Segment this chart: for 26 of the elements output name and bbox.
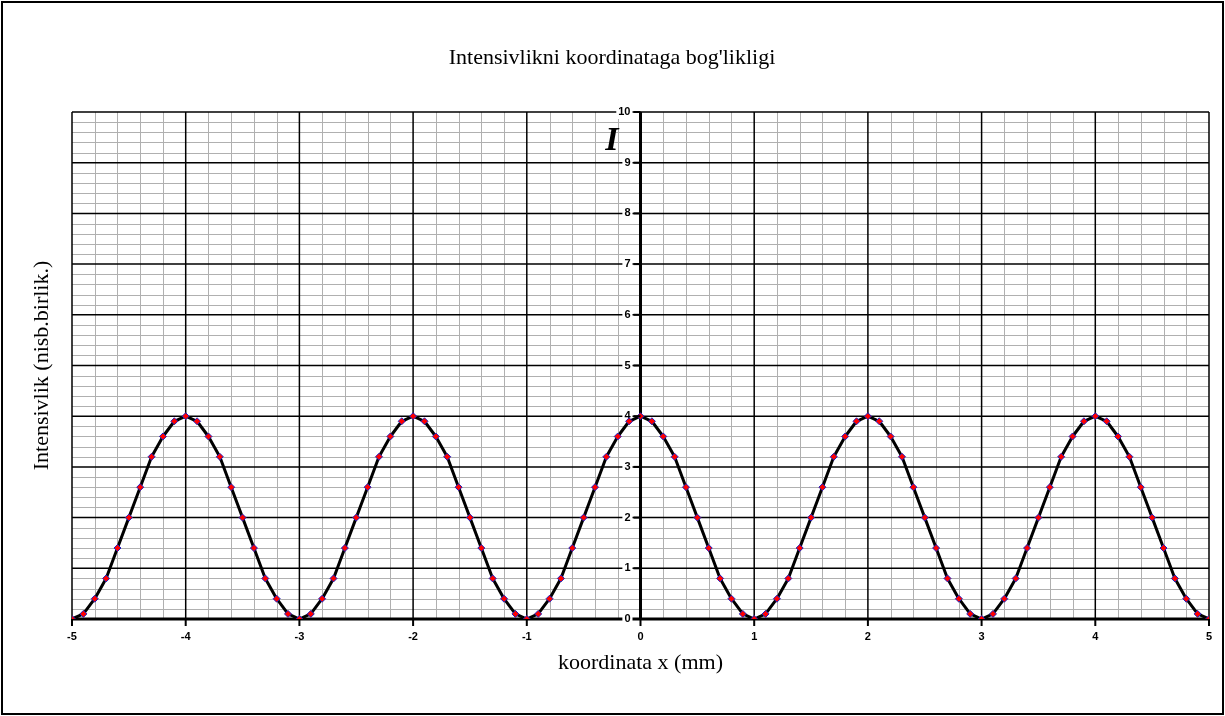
annotation: I	[604, 119, 621, 157]
y-tick-label: 10	[618, 105, 631, 118]
y-tick-label: 9	[624, 155, 631, 168]
x-tick-label: -4	[180, 629, 192, 642]
x-tick-label: -1	[521, 629, 532, 642]
x-tick-label: 5	[1205, 629, 1213, 642]
y-tick-label: 5	[624, 358, 631, 371]
x-tick-label: 2	[864, 629, 871, 642]
y-axis-title: Intensivlik (nisb.birlik.)	[27, 260, 53, 471]
y-tick-label: 2	[624, 510, 631, 523]
x-tick-label: 0	[637, 629, 644, 642]
x-tick-label: -3	[294, 629, 305, 642]
x-tick-label: 1	[751, 629, 758, 642]
x-axis-title: koordinata x (mm)	[558, 648, 723, 674]
y-tick-label: 6	[624, 307, 631, 320]
y-tick-label: 4	[624, 409, 632, 422]
y-tick-label: 8	[624, 206, 631, 219]
y-tick-label: 7	[624, 257, 631, 270]
x-tick-label: -2	[408, 629, 418, 642]
x-tick-label: 3	[978, 629, 985, 642]
y-tick-label: 0	[624, 612, 631, 625]
chart-title: Intensivlikni koordinataga bog'likligi	[448, 43, 776, 69]
x-tick-label: -5	[67, 629, 77, 642]
y-tick-label: 1	[624, 561, 631, 574]
x-tick-label: 4	[1092, 629, 1100, 642]
y-tick-label: 3	[624, 459, 631, 472]
